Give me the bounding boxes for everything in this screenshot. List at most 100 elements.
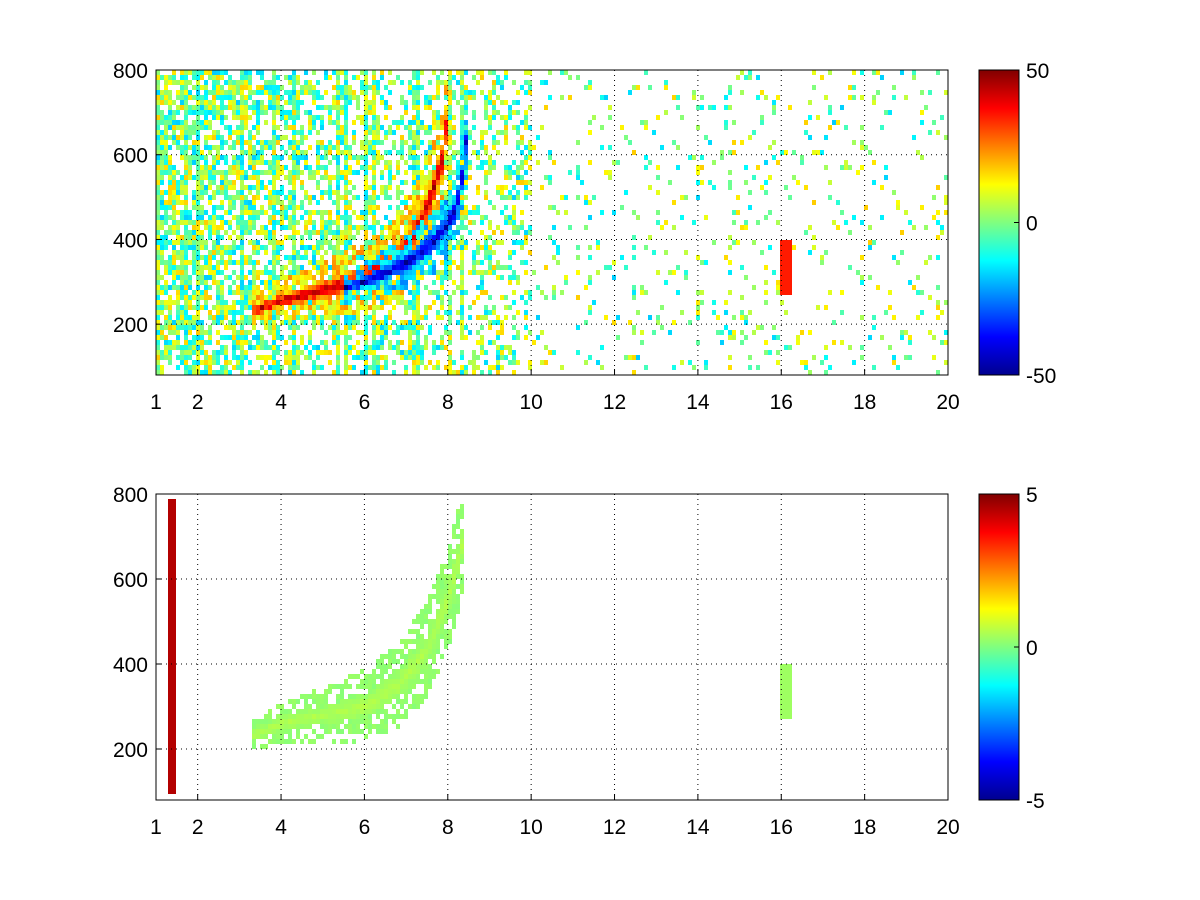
heatmap-cell [416,215,420,220]
heatmap-cell [296,714,300,719]
heatmap-cell [564,210,568,215]
heatmap-cell [448,250,452,255]
heatmap-cell [352,250,356,255]
heatmap-cell [312,195,316,200]
heatmap-cell [364,90,368,95]
heatmap-cell [172,504,176,509]
heatmap-cell [412,669,416,674]
heatmap-cell [416,325,420,330]
heatmap-cell [812,70,816,75]
heatmap-cell [272,260,276,265]
heatmap-cell [568,95,572,100]
heatmap-cell [156,370,160,375]
heatmap-cell [428,260,432,265]
heatmap-cell [236,195,240,200]
heatmap-cell [424,684,428,689]
heatmap-cell [320,245,324,250]
heatmap-cell [404,220,408,225]
heatmap-cell [436,205,440,210]
heatmap-cell [648,235,652,240]
heatmap-cell [584,85,588,90]
heatmap-cell [292,155,296,160]
heatmap-cell [260,205,264,210]
heatmap-cell [388,255,392,260]
heatmap-cell [164,120,168,125]
heatmap-cell [780,674,784,679]
heatmap-cell [872,100,876,105]
heatmap-cell [360,350,364,355]
heatmap-cell [292,150,296,155]
heatmap-cell [256,120,260,125]
heatmap-cell [396,120,400,125]
heatmap-cell [408,664,412,669]
heatmap-cell [324,300,328,305]
heatmap-cell [432,300,436,305]
heatmap-cell [888,290,892,295]
heatmap-cell [728,330,732,335]
heatmap-cell [172,110,176,115]
heatmap-cell [920,120,924,125]
heatmap-cell [240,275,244,280]
heatmap-cell [348,235,352,240]
heatmap-cell [376,340,380,345]
heatmap-cell [304,165,308,170]
heatmap-cell [396,699,400,704]
heatmap-cell [240,165,244,170]
heatmap-cell [160,370,164,375]
heatmap-cell [896,260,900,265]
heatmap-cell [364,285,368,290]
heatmap-cell [272,280,276,285]
heatmap-cell [392,245,396,250]
heatmap-cell [324,210,328,215]
heatmap-cell [168,100,172,105]
heatmap-cell [680,215,684,220]
heatmap-cell [292,230,296,235]
heatmap-cell [524,155,528,160]
heatmap-cell [204,190,208,195]
heatmap-cell [348,674,352,679]
heatmap-cell [156,165,160,170]
heatmap-cell [424,654,428,659]
heatmap-cell [732,330,736,335]
heatmap-cell [300,215,304,220]
heatmap-cell [352,255,356,260]
heatmap-cell [256,315,260,320]
heatmap-cell [488,120,492,125]
heatmap-cell [812,245,816,250]
heatmap-cell [516,330,520,335]
heatmap-cell [184,295,188,300]
heatmap-cell [384,240,388,245]
heatmap-cell [692,90,696,95]
heatmap-cell [216,155,220,160]
heatmap-cell [564,195,568,200]
heatmap-cell [296,300,300,305]
heatmap-cell [344,370,348,375]
heatmap-cell [332,120,336,125]
heatmap-cell [688,360,692,365]
heatmap-cell [804,120,808,125]
heatmap-cell [336,100,340,105]
heatmap-cell [344,110,348,115]
heatmap-cell [376,205,380,210]
heatmap-cell [388,160,392,165]
heatmap-cell [516,145,520,150]
heatmap-cell [444,120,448,125]
heatmap-cell [220,90,224,95]
heatmap-cell [364,270,368,275]
heatmap-cell [728,245,732,250]
heatmap-cell [276,240,280,245]
heatmap-cell [324,310,328,315]
heatmap-cell [300,85,304,90]
heatmap-cell [748,205,752,210]
heatmap-cell [856,170,860,175]
heatmap-cell [396,235,400,240]
heatmap-cell [920,290,924,295]
heatmap-cell [200,190,204,195]
heatmap-cell [428,644,432,649]
heatmap-cell [400,704,404,709]
heatmap-cell [400,100,404,105]
heatmap-cell [380,175,384,180]
heatmap-cell [372,709,376,714]
heatmap-cell [404,644,408,649]
heatmap-cell [308,210,312,215]
